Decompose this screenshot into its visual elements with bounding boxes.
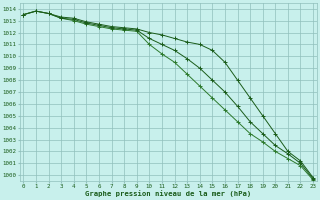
X-axis label: Graphe pression niveau de la mer (hPa): Graphe pression niveau de la mer (hPa) <box>85 190 251 197</box>
